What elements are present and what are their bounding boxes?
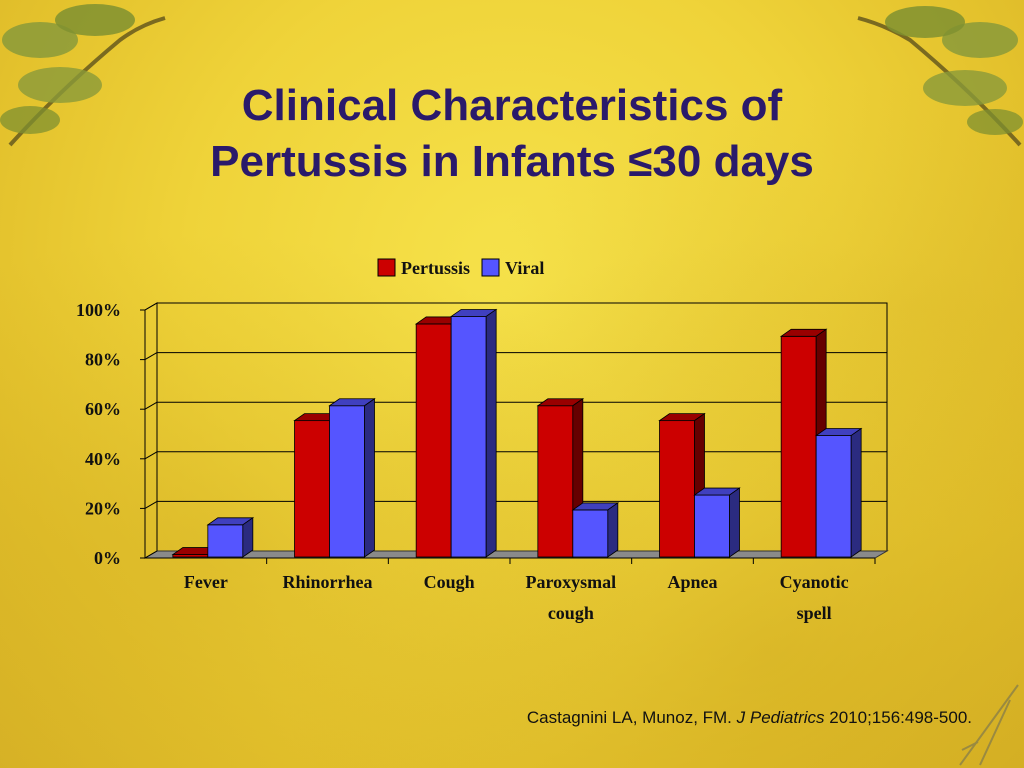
bar-viral-2: [449, 308, 498, 558]
x-category-label: Fever: [184, 572, 228, 592]
pine-branch-left-decoration: [0, 4, 166, 147]
slide-title: Clinical Characteristics of Pertussis in…: [0, 78, 1024, 190]
bar-front: [572, 509, 609, 558]
bar-front: [815, 435, 852, 558]
title-line-2: Pertussis in Infants ≤30 days: [210, 137, 814, 186]
chart-legend: Pertussis Viral: [377, 258, 544, 278]
bar-front: [207, 524, 244, 558]
legend-label-viral: Viral: [505, 258, 544, 278]
gridline-side: [144, 352, 158, 361]
chart-floor: [143, 550, 889, 559]
bar-side: [729, 487, 740, 558]
gridline-side: [144, 451, 158, 460]
chart-side-wall: [144, 302, 158, 559]
citation-authors: Castagnini LA, Munoz, FM.: [526, 708, 732, 727]
bar-front: [450, 316, 487, 558]
legend-label-pertussis: Pertussis: [401, 258, 470, 278]
y-tick-label: 60%: [85, 399, 121, 419]
x-category-label: Cyanotic: [780, 572, 849, 592]
bar-front: [415, 323, 452, 558]
y-tick-label: 80%: [85, 350, 121, 370]
chart-back-wall: [156, 302, 888, 552]
chart-plot-area: 0% 20% 40% 60% 80% 100% Fever Rhinorrhea Cough Pa…: [76, 300, 889, 623]
x-category-label: spell: [797, 603, 832, 623]
legend-swatch-viral: [481, 258, 500, 277]
y-tick-label: 0%: [94, 548, 121, 568]
bar-front: [329, 405, 365, 558]
gridline-side: [144, 401, 158, 410]
x-category-label: Apnea: [667, 572, 717, 592]
bar-side: [485, 308, 497, 558]
bar-side: [850, 427, 862, 558]
bar-chart: Pertussis Viral 0% 20% 40% 60% 80% 100% Fever Rh…: [76, 258, 889, 623]
bar-front: [659, 420, 695, 558]
bar-front: [294, 420, 330, 558]
x-category-label: cough: [548, 603, 594, 623]
x-category-label: Cough: [424, 572, 475, 592]
x-category-label: Paroxysmal: [525, 572, 616, 592]
bar-front: [780, 335, 817, 558]
gridline-side: [144, 302, 158, 311]
bar-viral-4: [693, 487, 741, 558]
citation-ref: 2010;156:498-500.: [829, 708, 972, 727]
bar-side: [607, 502, 619, 558]
title-line-1: Clinical Characteristics of: [241, 81, 783, 130]
y-tick-label: 20%: [85, 498, 121, 518]
gridline-side: [144, 500, 158, 509]
bar-viral-0: [206, 517, 255, 558]
bar-viral-3: [571, 502, 620, 558]
citation-journal: J Pediatrics: [736, 708, 825, 727]
bar-pertussis-5: [779, 328, 828, 558]
citation: Castagnini LA, Munoz, FM. J Pediatrics 2…: [527, 708, 972, 728]
bar-viral-1: [328, 397, 376, 558]
pine-branch-right-decoration: [857, 6, 1023, 147]
y-tick-label: 40%: [85, 449, 121, 469]
bar-pertussis-3: [536, 397, 585, 558]
x-category-label: Rhinorrhea: [283, 572, 373, 592]
bar-front: [537, 405, 574, 558]
bar-side: [364, 397, 375, 558]
bar-front: [694, 494, 730, 558]
bar-viral-5: [814, 427, 863, 558]
legend-swatch-pertussis: [377, 258, 396, 277]
grass-decoration: [959, 684, 1019, 766]
bar-side: [242, 517, 254, 558]
y-tick-label: 100%: [76, 300, 121, 320]
